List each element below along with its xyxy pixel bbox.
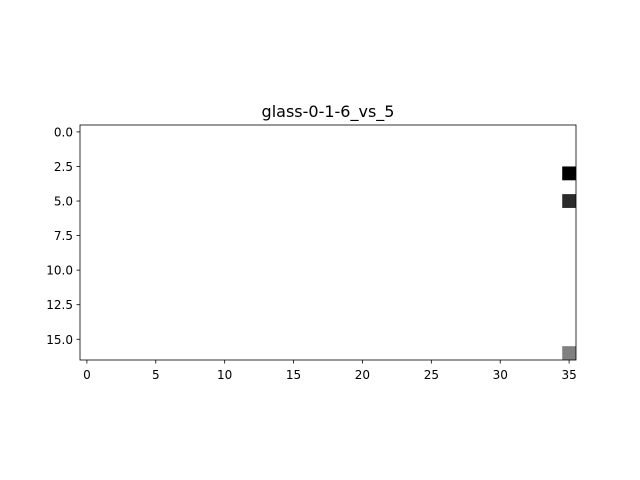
heatmap-background [80, 125, 576, 360]
y-tick-label: 2.5 [54, 160, 73, 174]
chart-title: glass-0-1-6_vs_5 [262, 102, 395, 122]
heatmap-cell [562, 166, 576, 181]
x-axis: 0 5 10 15 20 25 30 35 [83, 360, 577, 382]
y-tick-label: 7.5 [54, 229, 73, 243]
x-tick-label: 5 [152, 368, 160, 382]
plot-area [79, 124, 577, 361]
y-tick-label: 15.0 [46, 333, 73, 347]
heatmap-cells [562, 166, 576, 360]
x-tick-label: 35 [561, 368, 576, 382]
x-tick-label: 10 [217, 368, 232, 382]
x-tick-label: 15 [286, 368, 301, 382]
plot-frame [79, 124, 577, 361]
x-tick-label: 0 [83, 368, 91, 382]
y-tick-label: 10.0 [46, 264, 73, 278]
y-tick-label: 5.0 [54, 195, 73, 209]
x-tick-label: 25 [424, 368, 439, 382]
y-tick-label: 0.0 [54, 125, 73, 139]
heatmap-cell [562, 194, 576, 208]
y-axis: 0.0 2.5 5.0 7.5 10.0 12.5 15.0 [46, 125, 80, 347]
x-tick-label: 30 [493, 368, 508, 382]
heatmap-cell [562, 346, 576, 360]
y-tick-label: 12.5 [46, 298, 73, 312]
x-tick-label: 20 [355, 368, 370, 382]
